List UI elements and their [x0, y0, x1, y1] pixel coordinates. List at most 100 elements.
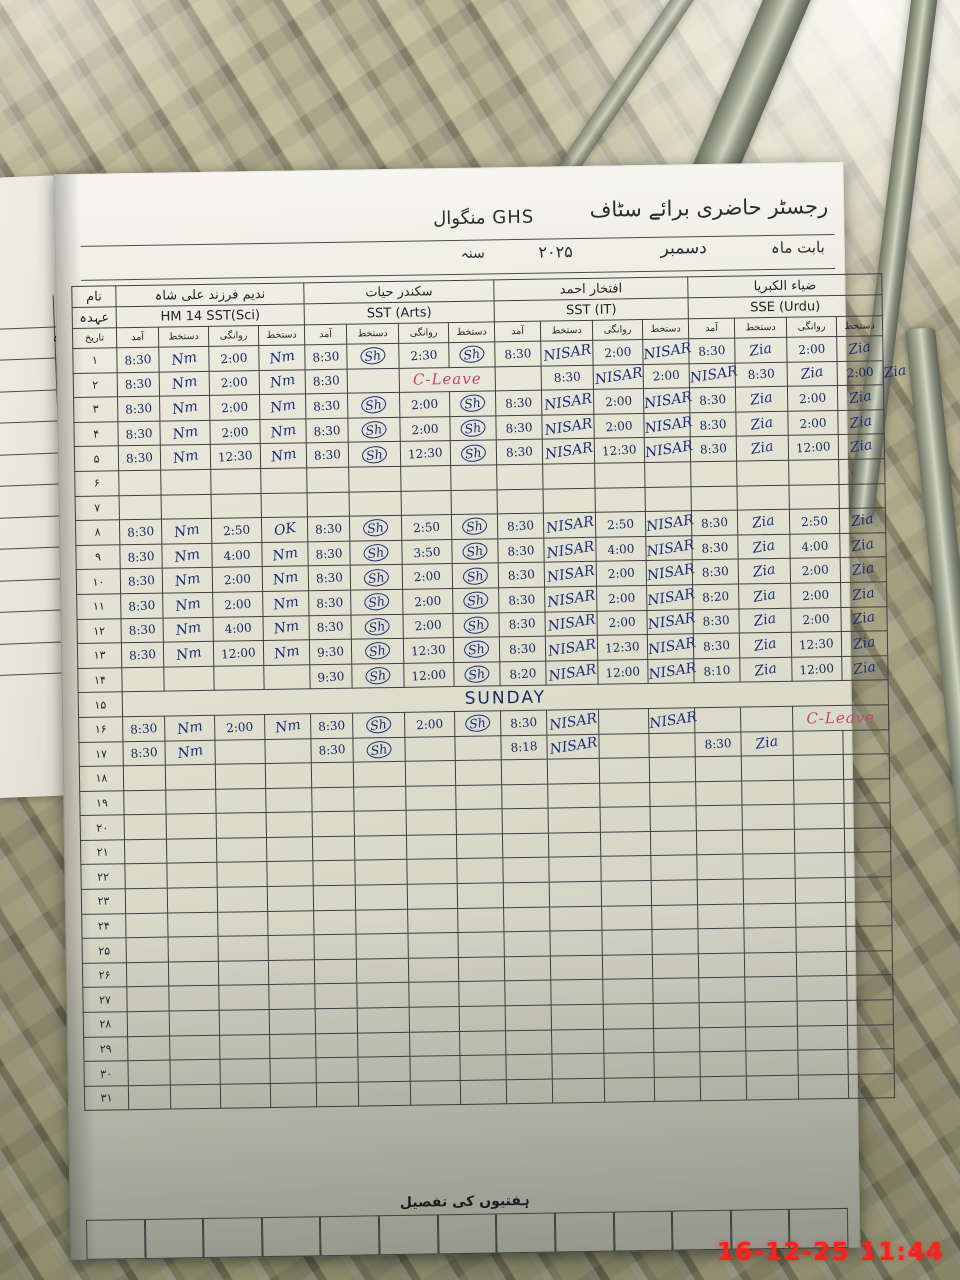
signature-mark: NISAR — [642, 339, 693, 364]
year-label: سنہ — [460, 245, 485, 262]
signature-cell: Nm — [161, 518, 212, 544]
signature-cell: Nm — [259, 394, 306, 420]
time-value: 2:00 — [607, 565, 636, 582]
signature-cell: Zia — [840, 606, 888, 632]
time-value: 2:00 — [608, 614, 637, 631]
signature-cell: NISAR — [543, 512, 596, 538]
time-value: 8:30 — [699, 416, 727, 433]
time-value: 3:50 — [413, 544, 441, 560]
light-glow-top-left — [0, 0, 260, 180]
time-value: 8:30 — [312, 398, 341, 414]
signature-mark: Nm — [174, 644, 203, 665]
signature-cell: Sh — [347, 417, 401, 443]
empty-cell — [741, 755, 794, 781]
signature-cell: Zia — [738, 558, 791, 584]
empty-cell — [542, 463, 596, 489]
signature-cell: Nm — [164, 739, 216, 766]
time-value: 2:00 — [413, 568, 442, 585]
empty-cell — [456, 833, 503, 859]
empty-cell — [166, 862, 218, 889]
signature-mark: Sh — [360, 419, 388, 440]
departure-time-cell: 2:00 — [399, 416, 451, 442]
signature-mark: Zia — [752, 610, 778, 631]
signature-mark: Sh — [464, 713, 491, 734]
empty-cell — [838, 458, 886, 485]
time-value: 8:30 — [126, 523, 155, 540]
time-value: 8:10 — [703, 662, 731, 679]
departure-time-cell: 2:00 — [212, 591, 263, 617]
departure-time-cell: 2:00 — [790, 582, 841, 608]
signature-mark: Sh — [461, 516, 488, 537]
time-value: 8:30 — [701, 564, 730, 580]
empty-cell — [210, 468, 262, 494]
arrival-time-cell: 8:30 — [692, 608, 740, 634]
time-value: 4:00 — [607, 541, 635, 557]
arrival-time-cell: 8:30 — [120, 593, 163, 619]
empty-cell — [547, 782, 601, 809]
arrival-time-cell: 8:30 — [500, 709, 547, 736]
signature-cell: Sh — [347, 392, 400, 418]
arrival-time-cell: 8:30 — [690, 436, 737, 462]
arrival-time-cell: 8:30 — [689, 411, 737, 438]
staff-designation: HM 14 SST(Sci) — [116, 303, 305, 328]
row-date: ۱۲ — [77, 618, 122, 644]
departure-time-cell: 12:00 — [597, 659, 649, 685]
arrival-time-cell: 8:30 — [494, 341, 542, 367]
departure-time-cell: 2:00 — [209, 394, 260, 421]
staff-name: ندیم فرزند علی شاہ — [115, 282, 305, 307]
signature-cell — [842, 729, 890, 755]
signature-cell: Zia — [839, 532, 887, 558]
empty-cell — [455, 784, 503, 810]
time-value: 8:30 — [553, 369, 582, 386]
time-value: 2:00 — [846, 365, 875, 381]
time-value: 2:00 — [607, 590, 636, 607]
arrival-time-cell: 8:30 — [735, 361, 788, 388]
signature-mark: NISAR — [643, 389, 694, 413]
signature-mark: Zia — [753, 635, 778, 655]
signature-mark: Sh — [362, 542, 390, 563]
empty-cell — [843, 753, 890, 780]
arrival-time-cell: 8:30 — [688, 338, 736, 364]
empty-cell — [166, 838, 217, 864]
signature-cell: NISAR — [544, 586, 597, 612]
departure-time-cell: 2:00 — [399, 391, 450, 418]
signature-mark: NISAR — [542, 390, 593, 414]
signature-cell: NISAR — [644, 412, 694, 438]
time-value: 2:00 — [798, 390, 827, 407]
signature-cell: Sh — [348, 441, 401, 468]
empty-cell — [543, 487, 596, 514]
signature-cell: Zia — [841, 655, 889, 681]
departure-time-cell — [598, 732, 650, 759]
attendance-register-page: رجسٹر حاضری برائے سٹاف GHS منگوال بابت م… — [53, 161, 907, 1261]
time-value: 2:50 — [222, 522, 251, 539]
empty-cell — [456, 809, 503, 835]
time-value: 8:30 — [314, 521, 343, 537]
empty-cell — [451, 489, 498, 515]
empty-cell — [548, 807, 601, 833]
departure-time-cell: 2:00 — [790, 557, 841, 584]
signature-cell: Zia — [838, 434, 885, 460]
signature-cell: Zia — [836, 335, 884, 362]
leave-cell: C-Leave — [399, 366, 496, 393]
arrival-time-cell: 8:30 — [117, 371, 160, 397]
signature-mark: Nm — [171, 422, 199, 443]
empty-cell — [650, 855, 698, 881]
time-value: 2:00 — [802, 611, 831, 628]
empty-cell — [789, 484, 840, 510]
departure-time-cell: 2:50 — [401, 514, 452, 541]
signature-mark: Sh — [363, 616, 391, 637]
empty-cell — [267, 885, 314, 912]
signature-cell: Sh — [346, 343, 400, 369]
departure-time-cell: 2:00 — [787, 410, 839, 436]
signature-cell: NISAR — [546, 709, 599, 735]
empty-cell — [649, 756, 696, 783]
signature-mark: NISAR — [548, 734, 599, 759]
signature-mark: Nm — [170, 398, 199, 419]
empty-cell — [691, 485, 738, 511]
arrival-time-cell: 8:30 — [498, 587, 545, 613]
empty-cell — [405, 760, 456, 787]
empty-cell — [211, 493, 262, 519]
subheader-روانگی: روانگی — [208, 325, 259, 347]
empty-cell — [839, 483, 886, 509]
row-date: ۸ — [75, 519, 120, 546]
